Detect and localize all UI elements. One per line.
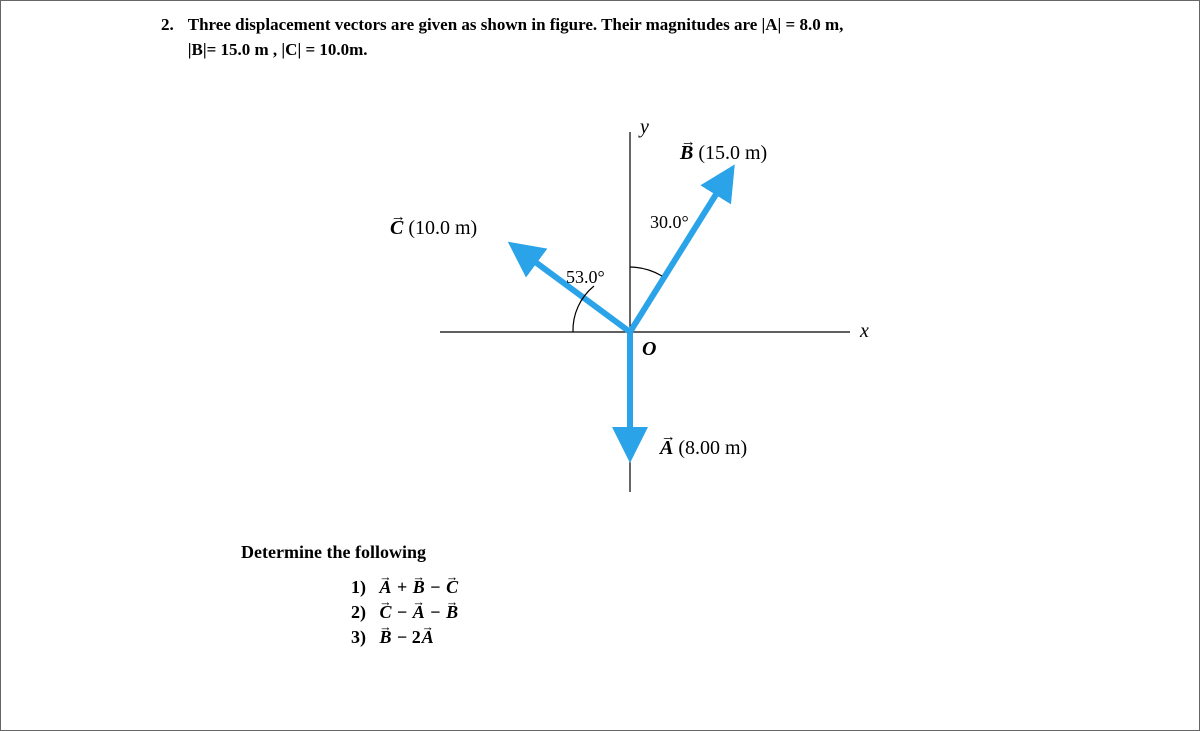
vector-c bbox=[515, 247, 630, 332]
label-angle-b: 30.0° bbox=[650, 212, 689, 233]
vector-diagram: y x O B (15.0 m) C (10.0 m) A (8.00 m) 3… bbox=[290, 102, 910, 522]
problem-number: 2. bbox=[161, 13, 174, 38]
label-angle-c: 53.0° bbox=[566, 267, 605, 288]
label-vector-b: B (15.0 m) bbox=[680, 142, 767, 165]
angle-arc-b bbox=[630, 267, 662, 276]
determine-item-2: 2) C − A − B bbox=[351, 602, 1159, 623]
determine-item-3: 3) B − 2A bbox=[351, 627, 1159, 648]
label-origin: O bbox=[642, 338, 656, 361]
problem-statement: 2. Three displacement vectors are given … bbox=[161, 13, 1159, 62]
label-y-axis: y bbox=[640, 116, 649, 139]
label-vector-a: A (8.00 m) bbox=[660, 437, 747, 460]
diagram-svg bbox=[290, 102, 910, 522]
problem-text: Three displacement vectors are given as … bbox=[188, 13, 844, 62]
determine-section: Determine the following 1) A + B − C 2) … bbox=[241, 542, 1159, 648]
determine-title: Determine the following bbox=[241, 542, 1159, 563]
label-vector-c: C (10.0 m) bbox=[390, 217, 477, 240]
determine-list: 1) A + B − C 2) C − A − B bbox=[351, 577, 1159, 648]
determine-item-1: 1) A + B − C bbox=[351, 577, 1159, 598]
label-x-axis: x bbox=[860, 320, 869, 343]
vector-b bbox=[630, 172, 730, 332]
